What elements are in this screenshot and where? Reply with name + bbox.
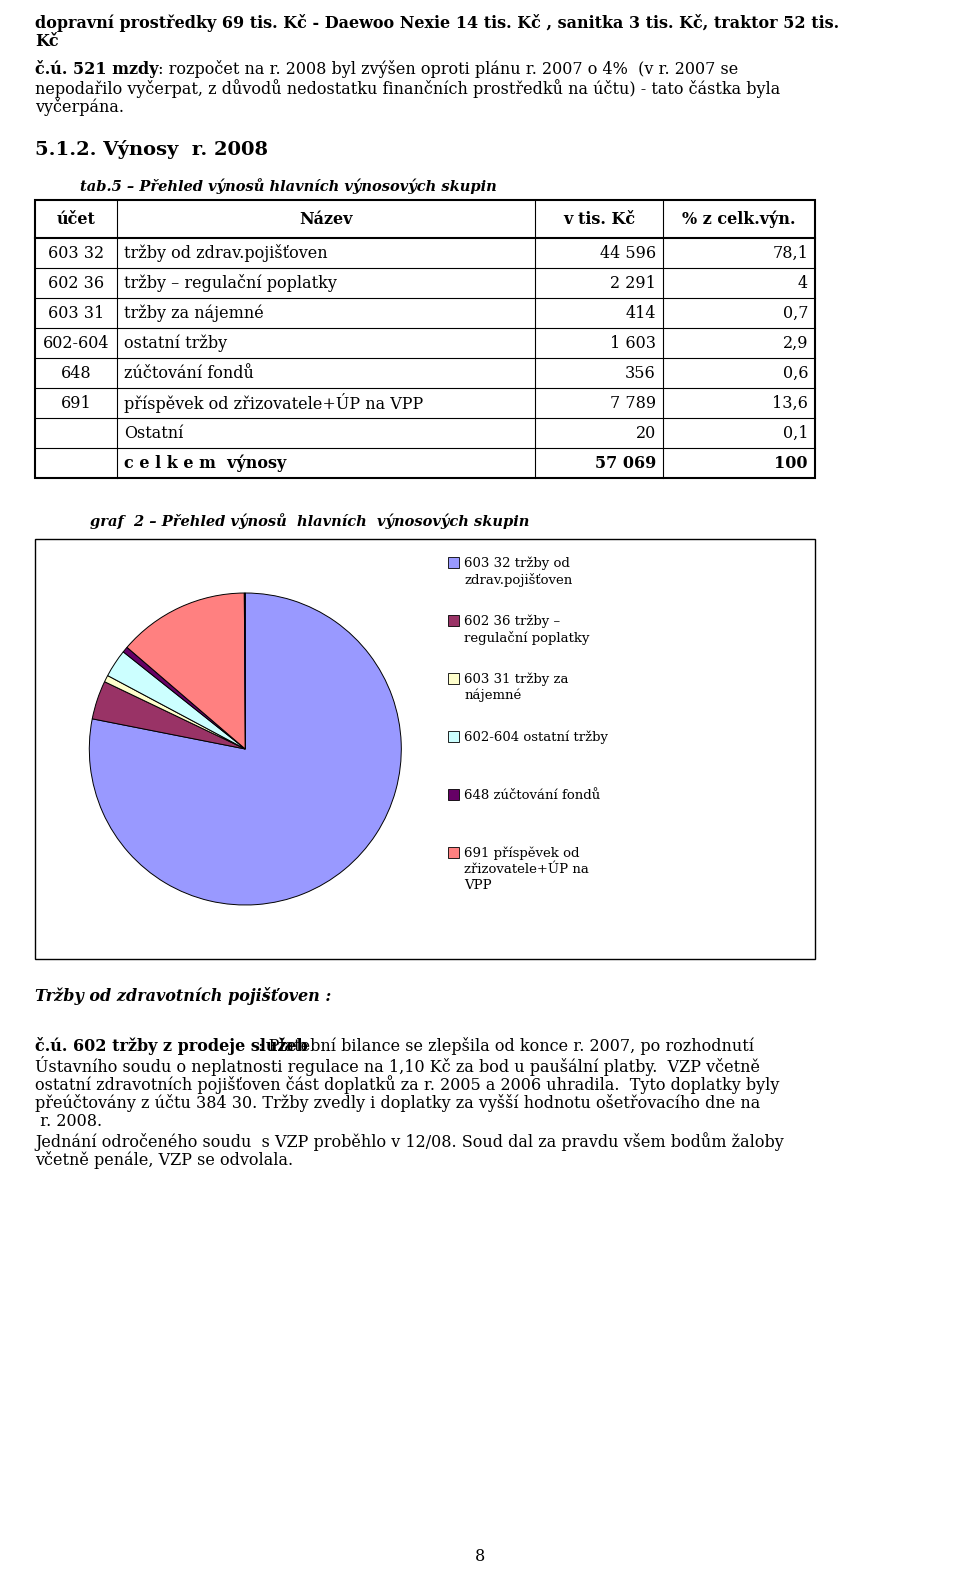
Text: tržby za nájemné: tržby za nájemné bbox=[124, 304, 264, 322]
Text: VPP: VPP bbox=[465, 879, 492, 893]
Text: ostatní zdravotních pojišťoven část doplatků za r. 2005 a 2006 uhradila.  Tyto d: ostatní zdravotních pojišťoven část dopl… bbox=[35, 1075, 780, 1094]
Text: zdrav.pojišťoven: zdrav.pojišťoven bbox=[465, 573, 573, 587]
Text: 20: 20 bbox=[636, 425, 656, 441]
Text: 0,7: 0,7 bbox=[782, 304, 808, 322]
Wedge shape bbox=[92, 681, 246, 748]
Text: v tis. Kč: v tis. Kč bbox=[563, 210, 636, 228]
Wedge shape bbox=[244, 593, 246, 748]
Wedge shape bbox=[89, 593, 401, 905]
Text: r. 2008.: r. 2008. bbox=[35, 1112, 102, 1130]
Text: Jednání odročeného soudu  s VZP proběhlo v 12/08. Soud dal za pravdu všem bodům : Jednání odročeného soudu s VZP proběhlo … bbox=[35, 1131, 783, 1152]
Text: % z celk.výn.: % z celk.výn. bbox=[683, 210, 796, 228]
Bar bbox=[448, 847, 460, 858]
Text: tab.5 – Přehled výnosů hlavních výnosových skupin: tab.5 – Přehled výnosů hlavních výnosový… bbox=[80, 177, 496, 195]
Text: dopravní prostředky 69 tis. Kč - Daewoo Nexie 14 tis. Kč , sanitka 3 tis. Kč, tr: dopravní prostředky 69 tis. Kč - Daewoo … bbox=[35, 14, 839, 31]
Text: nájemné: nájemné bbox=[465, 689, 521, 703]
Text: tržby od zdrav.pojišťoven: tržby od zdrav.pojišťoven bbox=[124, 245, 327, 262]
Text: 1 603: 1 603 bbox=[610, 334, 656, 351]
Text: Ústavního soudu o neplatnosti regulace na 1,10 Kč za bod u paušální platby.  VZP: Ústavního soudu o neplatnosti regulace n… bbox=[35, 1056, 760, 1076]
Text: 603 31 tržby za: 603 31 tržby za bbox=[465, 673, 569, 687]
Bar bbox=[448, 789, 460, 800]
Text: včetně penále, VZP se odvolala.: včetně penále, VZP se odvolala. bbox=[35, 1152, 293, 1169]
Text: 0,1: 0,1 bbox=[782, 425, 808, 441]
Text: ostatní tržby: ostatní tržby bbox=[124, 334, 228, 351]
Wedge shape bbox=[105, 676, 246, 748]
Bar bbox=[35, 199, 815, 479]
Text: regulační poplatky: regulační poplatky bbox=[465, 631, 589, 645]
Text: 13,6: 13,6 bbox=[772, 394, 808, 411]
Text: 414: 414 bbox=[626, 304, 656, 322]
Text: tržby – regulační poplatky: tržby – regulační poplatky bbox=[124, 275, 337, 292]
Wedge shape bbox=[108, 651, 246, 748]
Text: graf  2 – Přehled výnosů  hlavních  výnosových skupin: graf 2 – Přehled výnosů hlavních výnosov… bbox=[90, 513, 529, 529]
Text: 0,6: 0,6 bbox=[782, 364, 808, 381]
Text: 5.1.2. Výnosy  r. 2008: 5.1.2. Výnosy r. 2008 bbox=[35, 140, 268, 158]
Text: : rozpočet na r. 2008 byl zvýšen oproti plánu r. 2007 o 4%  (v r. 2007 se: : rozpočet na r. 2008 byl zvýšen oproti … bbox=[153, 60, 738, 78]
Text: vyčerpána.: vyčerpána. bbox=[35, 97, 124, 116]
Text: 691 příspěvek od: 691 příspěvek od bbox=[465, 847, 580, 860]
Text: přeúčtovány z účtu 384 30. Tržby zvedly i doplatky za vyšší hodnotu ošetřovacího: přeúčtovány z účtu 384 30. Tržby zvedly … bbox=[35, 1094, 760, 1112]
Text: 648: 648 bbox=[60, 364, 91, 381]
Text: 602 36 tržby –: 602 36 tržby – bbox=[465, 615, 561, 629]
Text: 648 zúčtování fondů: 648 zúčtování fondů bbox=[465, 789, 601, 802]
Text: zřizovatele+ÚP na: zřizovatele+ÚP na bbox=[465, 863, 589, 876]
Text: 8: 8 bbox=[475, 1549, 485, 1564]
Text: 44 596: 44 596 bbox=[600, 245, 656, 262]
Bar bbox=[448, 557, 460, 568]
Text: 7 789: 7 789 bbox=[610, 394, 656, 411]
Text: 603 31: 603 31 bbox=[48, 304, 104, 322]
Text: č.ú. 521 mzdy: č.ú. 521 mzdy bbox=[35, 60, 158, 78]
Bar bbox=[448, 731, 460, 742]
Text: 78,1: 78,1 bbox=[772, 245, 808, 262]
Text: příspěvek od zřizovatele+ÚP na VPP: příspěvek od zřizovatele+ÚP na VPP bbox=[124, 392, 423, 413]
Text: 2,9: 2,9 bbox=[782, 334, 808, 351]
Bar bbox=[35, 540, 815, 959]
Text: 2 291: 2 291 bbox=[611, 275, 656, 292]
Text: 4: 4 bbox=[798, 275, 808, 292]
Wedge shape bbox=[123, 648, 246, 748]
Text: 602-604: 602-604 bbox=[43, 334, 109, 351]
Text: 602-604 ostatní tržby: 602-604 ostatní tržby bbox=[465, 731, 609, 745]
Bar bbox=[448, 615, 460, 626]
Text: 603 32 tržby od: 603 32 tržby od bbox=[465, 557, 570, 571]
Text: 691: 691 bbox=[60, 394, 91, 411]
Text: : Platební bilance se zlepšila od konce r. 2007, po rozhodnutí: : Platební bilance se zlepšila od konce … bbox=[253, 1037, 754, 1054]
Bar bbox=[448, 673, 460, 684]
Text: 603 32: 603 32 bbox=[48, 245, 104, 262]
Text: Kč: Kč bbox=[35, 33, 59, 50]
Text: Ostatní: Ostatní bbox=[124, 425, 183, 441]
Text: 57 069: 57 069 bbox=[595, 455, 656, 472]
Text: č.ú. 602 tržby z prodeje služeb: č.ú. 602 tržby z prodeje služeb bbox=[35, 1037, 308, 1054]
Wedge shape bbox=[127, 593, 246, 748]
Text: Název: Název bbox=[300, 210, 352, 228]
Text: účet: účet bbox=[57, 210, 95, 228]
Text: 100: 100 bbox=[775, 455, 808, 472]
Text: zúčtování fondů: zúčtování fondů bbox=[124, 364, 253, 381]
Text: 356: 356 bbox=[625, 364, 656, 381]
Text: nepodařilo vyčerpat, z důvodů nedostatku finančních prostředků na účtu) - tato č: nepodařilo vyčerpat, z důvodů nedostatku… bbox=[35, 78, 780, 97]
Text: 602 36: 602 36 bbox=[48, 275, 104, 292]
Text: Tržby od zdravotních pojišťoven :: Tržby od zdravotních pojišťoven : bbox=[35, 987, 331, 1006]
Text: c e l k e m  výnosy: c e l k e m výnosy bbox=[124, 455, 286, 472]
